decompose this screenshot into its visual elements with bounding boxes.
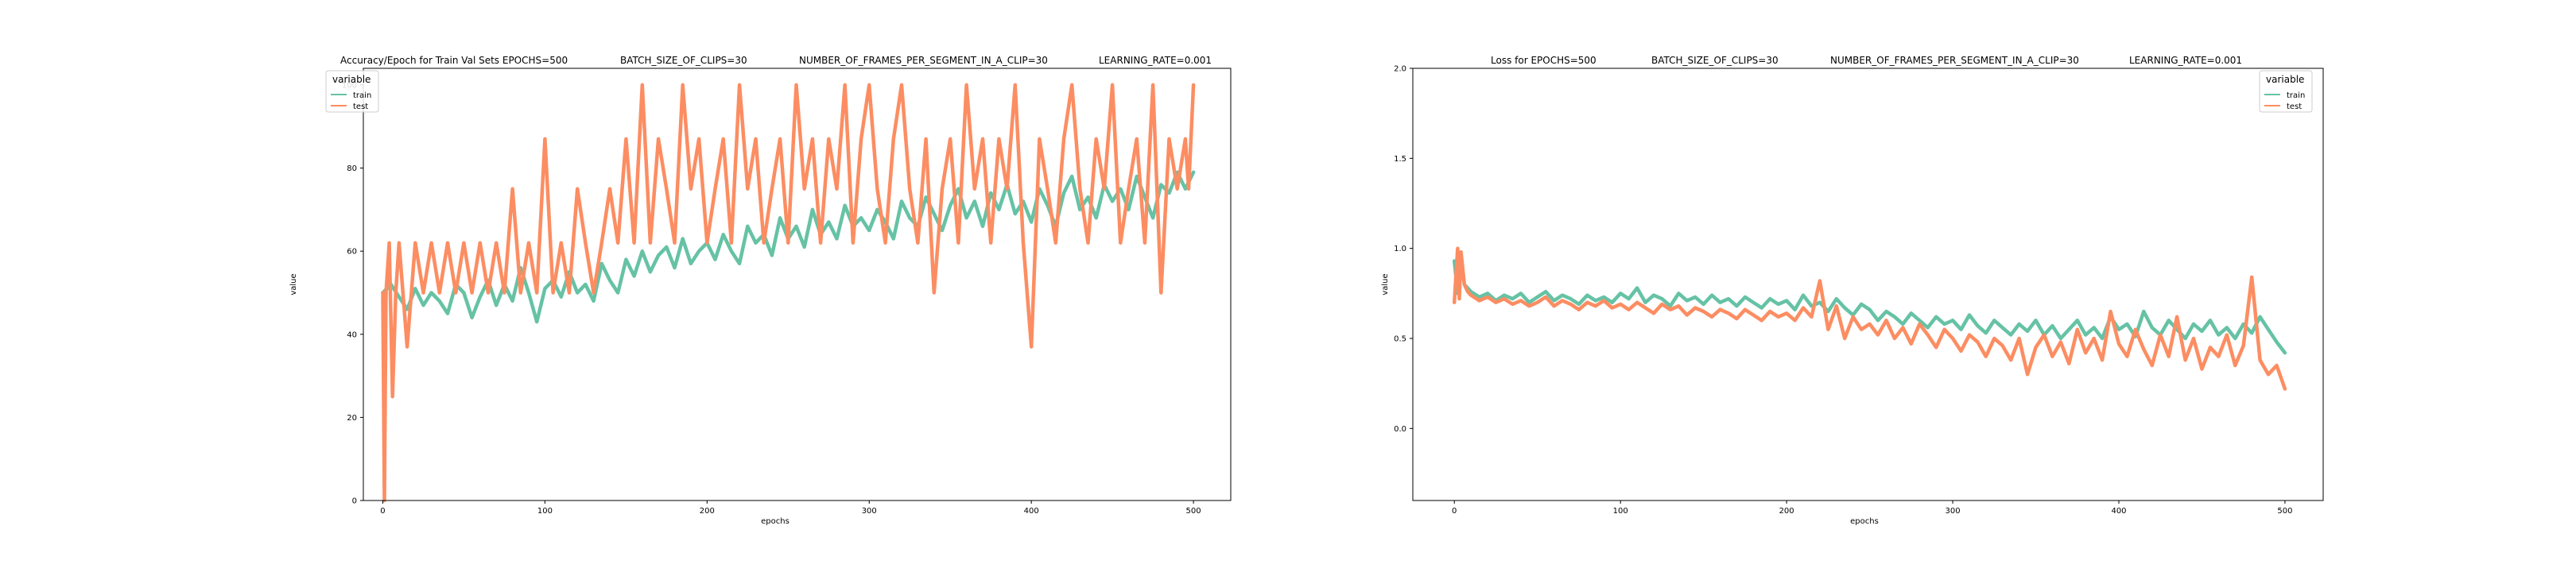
loss-x-tick-label: 500 — [2277, 507, 2292, 516]
legend-label-test: test — [2287, 102, 2302, 111]
loss-plot-frame — [1412, 68, 2324, 501]
loss-series-test-line — [1452, 246, 2287, 391]
loss-title-part-1: Loss for EPOCHS=500 — [1491, 55, 1596, 66]
accuracy-x-axis-label: epochs — [761, 517, 789, 526]
loss-x-tick-label: 0 — [1452, 507, 1457, 516]
accuracy-x-tick-label: 100 — [537, 507, 553, 516]
accuracy-legend: variable train test — [325, 70, 379, 113]
loss-y-tick-label: 0.5 — [1394, 335, 1406, 344]
accuracy-title-part-1: Accuracy/Epoch for Train Val Sets EPOCHS… — [340, 55, 568, 66]
accuracy-series-test-line — [381, 83, 1196, 503]
legend-label-test: test — [353, 102, 368, 111]
accuracy-chart: 0100200300400500020406080100 Accuracy/Ep… — [289, 55, 1232, 526]
loss-plot-lines — [1452, 246, 2287, 391]
loss-x-tick-label: 400 — [2111, 507, 2126, 516]
accuracy-title-part-3: NUMBER_OF_FRAMES_PER_SEGMENT_IN_A_CLIP=3… — [799, 55, 1048, 66]
loss-y-tick-label: 2.0 — [1394, 65, 1406, 74]
legend-box — [2259, 70, 2313, 113]
accuracy-plot-lines — [381, 83, 1196, 503]
loss-legend: variable train test — [2259, 70, 2313, 113]
loss-y-tick-label: 0.0 — [1394, 425, 1406, 434]
accuracy-plot-frame — [363, 68, 1232, 501]
loss-x-tick-label: 200 — [1779, 507, 1794, 516]
loss-x-axis-label: epochs — [1850, 517, 1879, 526]
loss-title-part-3: NUMBER_OF_FRAMES_PER_SEGMENT_IN_A_CLIP=3… — [1830, 55, 2079, 66]
accuracy-y-axis-label: value — [289, 273, 298, 295]
accuracy-series-train-line — [381, 170, 1196, 324]
accuracy-x-tick-label: 200 — [700, 507, 715, 516]
legend-title: variable — [332, 74, 370, 85]
loss-y-tick-label: 1.0 — [1394, 245, 1406, 253]
accuracy-x-tick-label: 400 — [1024, 507, 1039, 516]
accuracy-y-tick-label: 0 — [352, 497, 357, 506]
accuracy-title-part-4: LEARNING_RATE=0.001 — [1099, 55, 1212, 66]
loss-x-tick-label: 100 — [1613, 507, 1628, 516]
loss-y-tick-label: 1.5 — [1394, 155, 1406, 164]
legend-label-train: train — [2287, 91, 2305, 100]
accuracy-x-tick-label: 300 — [862, 507, 877, 516]
accuracy-title-part-2: BATCH_SIZE_OF_CLIPS=30 — [620, 55, 747, 66]
legend-box — [325, 70, 379, 113]
loss-y-axis-label: value — [1381, 273, 1390, 295]
loss-x-tick-label: 300 — [1946, 507, 1961, 516]
loss-series-train-line — [1452, 255, 2287, 355]
legend-title: variable — [2266, 74, 2304, 85]
legend-label-train: train — [353, 91, 371, 100]
accuracy-x-tick-label: 500 — [1186, 507, 1201, 516]
accuracy-y-tick-label: 80 — [347, 164, 357, 173]
accuracy-x-tick-label: 0 — [380, 507, 385, 516]
accuracy-y-tick-label: 60 — [347, 248, 357, 257]
accuracy-y-tick-label: 20 — [347, 414, 357, 423]
loss-title-part-4: LEARNING_RATE=0.001 — [2129, 55, 2242, 66]
loss-title-part-2: BATCH_SIZE_OF_CLIPS=30 — [1651, 55, 1779, 66]
accuracy-y-tick-label: 40 — [347, 330, 357, 339]
loss-axes: 0 100 200 300 400 500 0.0 0.5 1.0 1.5 2.0 — [1394, 65, 2324, 516]
loss-chart: 0 100 200 300 400 500 0.0 0.5 1.0 1.5 2.0 Loss for… — [1381, 55, 2324, 526]
accuracy-axes: 0100200300400500020406080100 — [342, 68, 1232, 516]
